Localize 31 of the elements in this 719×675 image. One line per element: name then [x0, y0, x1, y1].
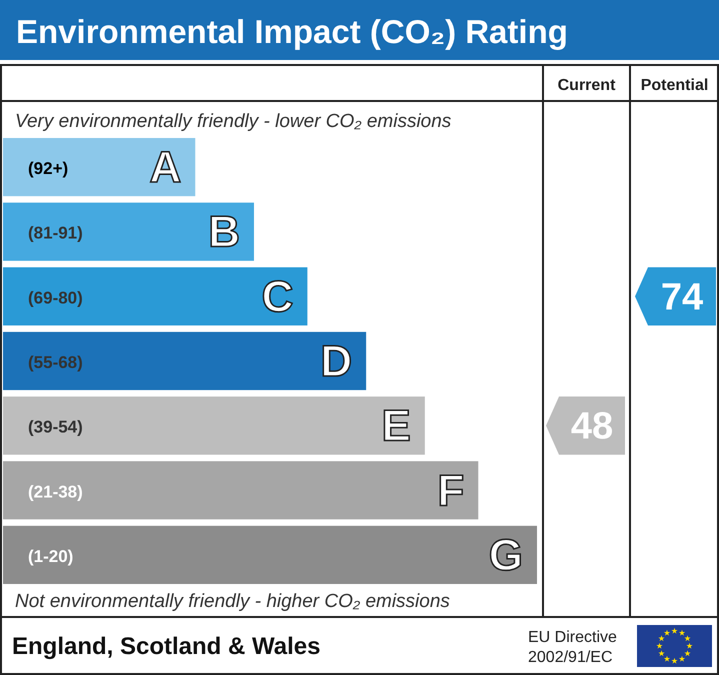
annotation: (55-68): [28, 353, 83, 372]
y-tick-label: G: [488, 530, 523, 580]
annotation: (1-20): [28, 546, 74, 566]
y-tick-label: D: [320, 337, 352, 386]
bar: [3, 267, 308, 326]
bar: [3, 138, 196, 196]
chart-title: Environmental Impact (CO₂) Rating: [16, 13, 568, 50]
text: 48: [570, 406, 614, 448]
y-tick-label: F: [437, 466, 464, 516]
y-tick-label: E: [382, 402, 411, 451]
bar: [3, 332, 366, 390]
annotation: (21-38): [28, 482, 83, 502]
annotation: (92+): [28, 159, 68, 178]
bar: [3, 396, 425, 455]
text: 74: [660, 276, 704, 318]
annotation: (69-80): [28, 288, 83, 308]
bar: [3, 202, 254, 261]
annotation: (39-54): [28, 418, 83, 437]
y-tick-label: B: [208, 208, 240, 257]
text: EU Directive: [528, 629, 618, 646]
text: England, Scotland & Wales: [12, 633, 320, 660]
text: 2002/91/EC: [528, 649, 613, 666]
y-tick-label: C: [262, 272, 294, 322]
y-tick-label: A: [149, 143, 182, 192]
text: Potential: [640, 77, 708, 94]
text: Not environmentally friendly - higher CO₂ emissions: [15, 591, 450, 612]
text: Current: [558, 77, 616, 94]
bar: [3, 461, 478, 520]
bar: [3, 526, 537, 584]
annotation: (81-91): [28, 224, 83, 243]
text: Very environmentally friendly - lower CO₂ emissions: [15, 111, 452, 132]
